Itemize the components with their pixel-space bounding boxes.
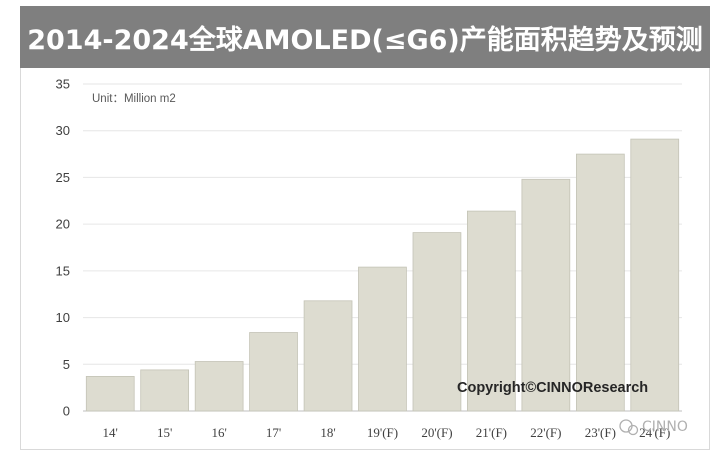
y-tick-label: 15 bbox=[56, 263, 70, 278]
bar bbox=[576, 153, 625, 412]
y-axis: 0 5 10 15 20 25 30 35 bbox=[56, 77, 70, 419]
x-tick-label: 24'(F) bbox=[639, 425, 670, 440]
watermark: CINNO bbox=[619, 419, 688, 436]
bar bbox=[194, 361, 244, 412]
x-tick-label: 15' bbox=[157, 425, 172, 440]
y-tick-label: 0 bbox=[63, 404, 70, 419]
x-tick-label: 14' bbox=[103, 425, 118, 440]
x-tick-label: 18' bbox=[320, 425, 335, 440]
bar bbox=[412, 232, 462, 412]
x-tick-label: 21'(F) bbox=[476, 425, 507, 440]
y-tick-label: 5 bbox=[63, 357, 70, 372]
unit-label: Unit：Million m2 bbox=[92, 93, 176, 105]
bar bbox=[85, 375, 135, 412]
bar bbox=[303, 300, 353, 412]
y-tick-label: 30 bbox=[56, 123, 70, 138]
wechat-icon-small bbox=[627, 424, 639, 436]
bar bbox=[249, 332, 298, 412]
x-tick-label: 16' bbox=[211, 425, 226, 440]
bar bbox=[358, 266, 407, 412]
bar bbox=[521, 178, 571, 412]
watermark-text: CINNO bbox=[642, 419, 688, 435]
x-tick-label: 17' bbox=[266, 425, 281, 440]
bar bbox=[466, 210, 516, 412]
x-tick-label: 23'(F) bbox=[585, 425, 616, 440]
bar bbox=[140, 369, 189, 412]
x-tick-label: 19'(F) bbox=[367, 425, 398, 440]
y-tick-label: 35 bbox=[56, 77, 70, 92]
x-axis: 14' 15' 16' 17' 18' 19'(F) 20'(F) 21'(F) 22'(F) 2… bbox=[103, 425, 671, 440]
chart-title: 2014-2024全球AMOLED(≤G6)产能面积趋势及预测 bbox=[27, 24, 703, 56]
bars bbox=[85, 138, 680, 412]
y-tick-label: 25 bbox=[56, 170, 70, 185]
bar bbox=[630, 138, 680, 412]
y-tick-label: 20 bbox=[56, 217, 70, 232]
copyright-text: Copyright©CINNOResearch bbox=[457, 380, 648, 396]
y-tick-label: 10 bbox=[56, 310, 70, 325]
chart-title-bar: 2014-2024全球AMOLED(≤G6)产能面积趋势及预测 bbox=[20, 6, 710, 68]
x-tick-label: 20'(F) bbox=[421, 425, 452, 440]
x-tick-label: 22'(F) bbox=[530, 425, 561, 440]
